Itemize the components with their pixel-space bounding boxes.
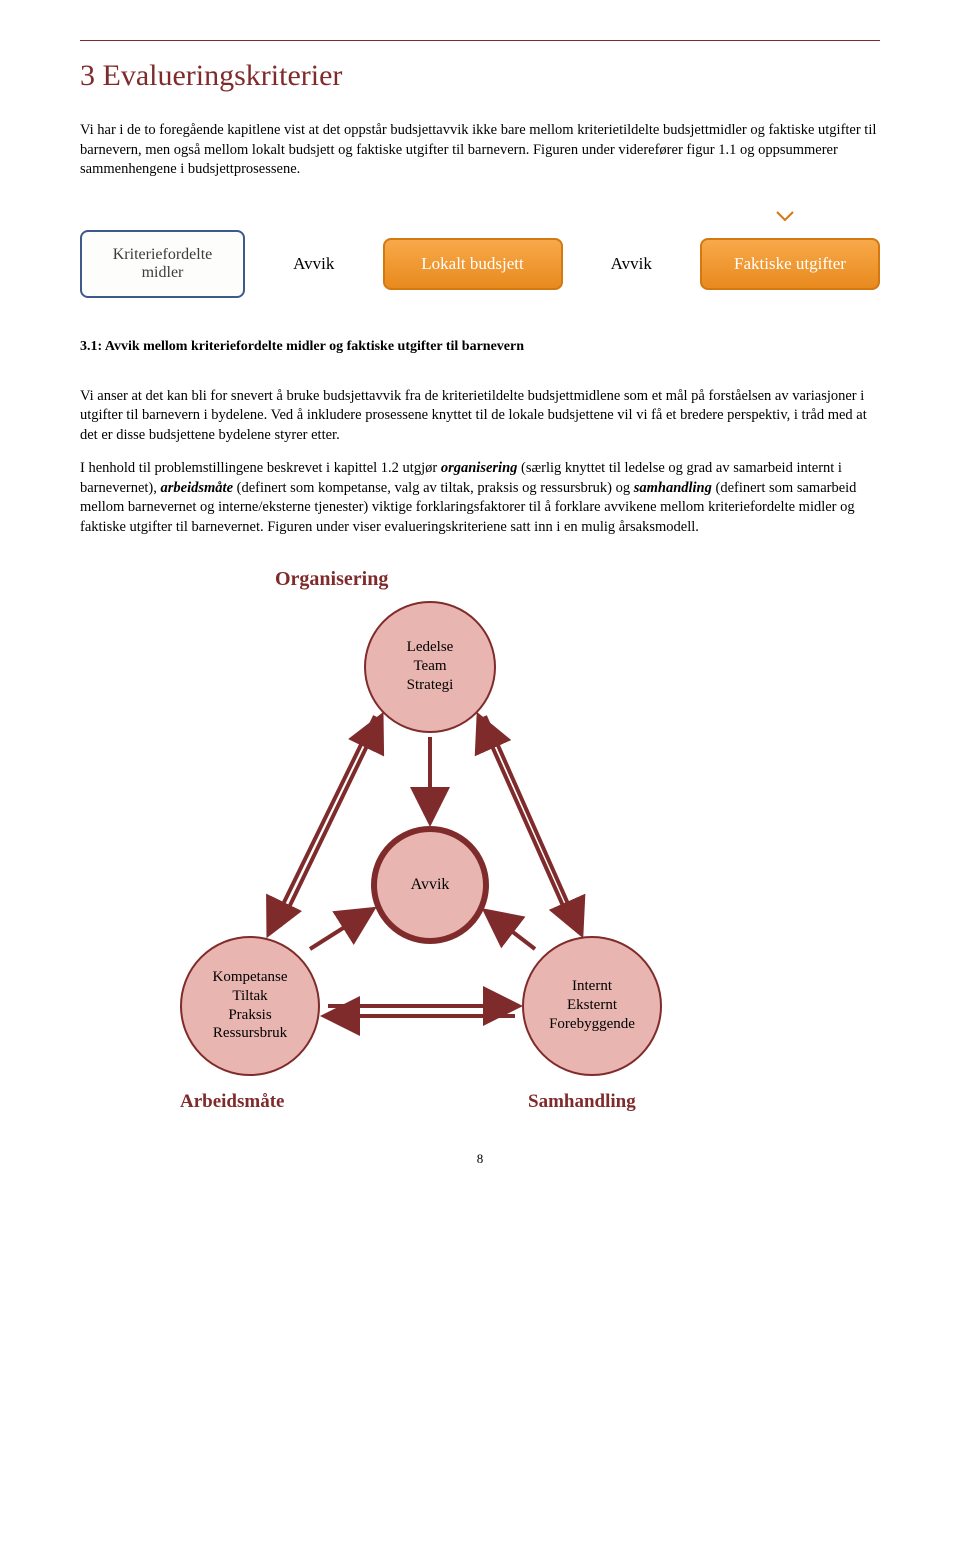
diagram-label-arbeidsmate: Arbeidsmåte xyxy=(180,1091,284,1113)
page-number: 8 xyxy=(80,1151,880,1167)
p3-sam: samhandling xyxy=(634,480,712,496)
flow-diagram: Kriteriefordelte midler Avvik Lokalt bud… xyxy=(80,230,880,298)
p3-pre: I henhold til problemstillingene beskrev… xyxy=(80,460,441,476)
chevron-down-icon xyxy=(775,210,795,224)
flow-box-kriterie: Kriteriefordelte midler xyxy=(80,230,245,298)
p3-org: organisering xyxy=(441,460,518,476)
flow-box-lokalt: Lokalt budsjett xyxy=(383,238,563,290)
flow-avvik-2: Avvik xyxy=(607,254,656,274)
diagram-arrows xyxy=(160,601,800,1111)
p3-arb: arbeidsmåte xyxy=(161,480,234,496)
circle-diagram: Ledelse Team Strategi Avvik Kompetanse T… xyxy=(160,601,800,1111)
page-title: 3 Evalueringskriterier xyxy=(80,59,880,93)
figure-caption: 3.1: Avvik mellom kriteriefordelte midle… xyxy=(80,338,880,357)
paragraph-3: I henhold til problemstillingene beskrev… xyxy=(80,459,880,537)
p3-mid2: (definert som kompetanse, valg av tiltak… xyxy=(233,480,634,496)
top-rule xyxy=(80,40,880,41)
diagram-heading-organisering: Organisering xyxy=(275,568,880,591)
flow-box-faktiske: Faktiske utgifter xyxy=(700,238,880,290)
paragraph-2: Vi anser at det kan bli for snevert å br… xyxy=(80,387,880,446)
flow-avvik-1: Avvik xyxy=(289,254,338,274)
diagram-label-samhandling: Samhandling xyxy=(528,1091,636,1113)
paragraph-intro: Vi har i de to foregående kapitlene vist… xyxy=(80,121,880,180)
